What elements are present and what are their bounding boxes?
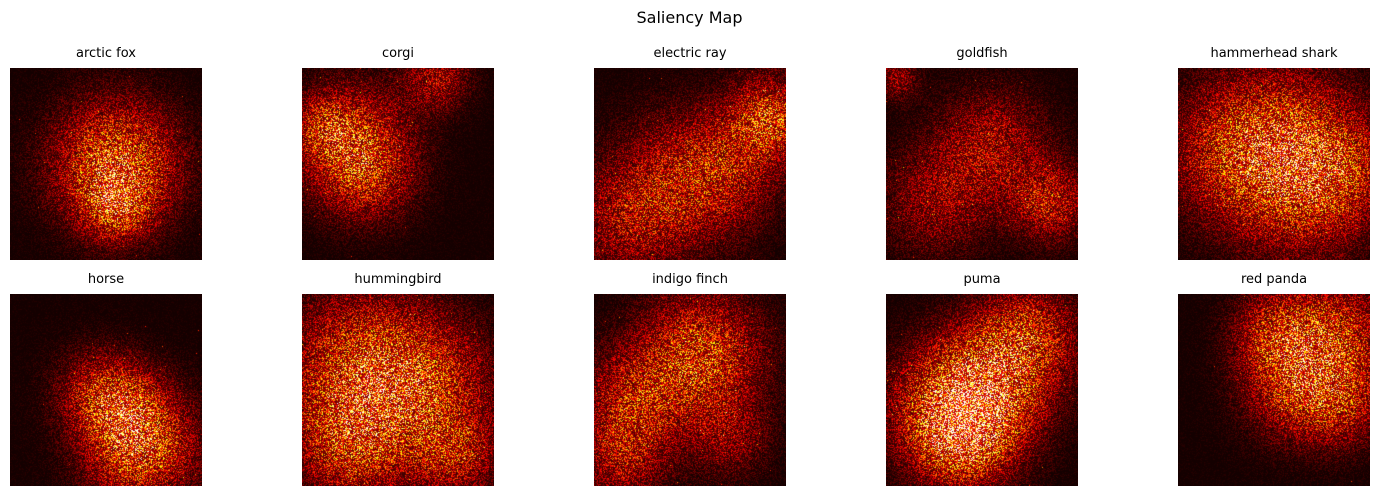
panel-title: hummingbird [354,272,442,287]
saliency-map-corgi [302,68,494,260]
panel-title: electric ray [653,46,727,61]
panel-goldfish: goldfish [886,46,1078,260]
saliency-map-red-panda [1178,294,1370,486]
panel-puma: puma [886,272,1078,486]
saliency-map-indigo-finch [594,294,786,486]
saliency-map-electric-ray [594,68,786,260]
panel-arctic-fox: arctic fox [10,46,202,260]
panel-electric-ray: electric ray [594,46,786,260]
panel-title: hammerhead shark [1210,46,1338,61]
panel-title: horse [87,272,125,287]
panel-hummingbird: hummingbird [302,272,494,486]
panel-horse: horse [10,272,202,486]
panel-title: corgi [381,46,415,61]
saliency-map-puma [886,294,1078,486]
panel-title: red panda [1240,272,1308,287]
saliency-map-horse [10,294,202,486]
panel-title: arctic fox [76,46,136,61]
panel-corgi: corgi [302,46,494,260]
saliency-map-goldfish [886,68,1078,260]
saliency-map-hummingbird [302,294,494,486]
panel-red-panda: red panda [1178,272,1370,486]
panel-title: indigo finch [652,272,728,287]
panel-title: puma [963,272,1001,287]
figure-title: Saliency Map [636,8,743,27]
panel-title: goldfish [956,46,1008,61]
saliency-map-hammerhead-shark [1178,68,1370,260]
panel-hammerhead-shark: hammerhead shark [1178,46,1370,260]
panel-indigo-finch: indigo finch [594,272,786,486]
saliency-map-arctic-fox [10,68,202,260]
